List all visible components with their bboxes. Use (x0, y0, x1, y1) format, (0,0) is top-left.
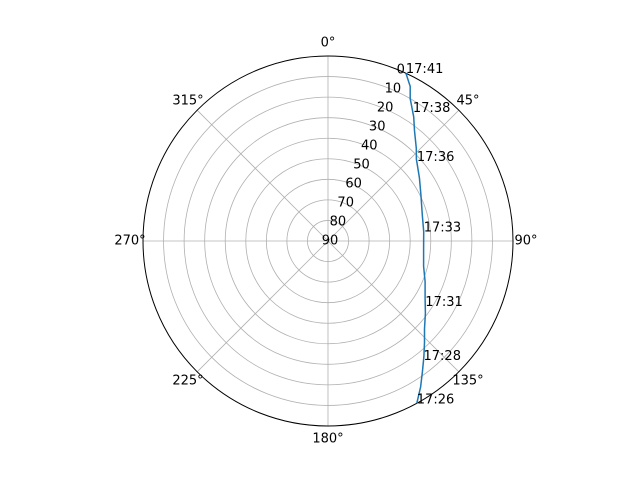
r-tick-labels: 0 10 20 30 40 50 60 70 80 90 (322, 63, 405, 249)
theta-tick-labels: 0° 45° 90° 135° 180° 225° 270° 315° (114, 36, 537, 447)
r-tick-label: 60 (345, 177, 362, 192)
polar-frame (142, 55, 514, 427)
grid-spoke (196, 109, 329, 242)
grid-spoke (196, 240, 329, 373)
r-tick-label: 40 (361, 139, 378, 154)
theta-tick-label: 45° (456, 94, 479, 109)
theta-tick-label: 90° (514, 234, 537, 249)
theta-tick-label: 315° (172, 94, 203, 109)
r-tick-label: 70 (337, 196, 354, 211)
series-line (405, 72, 427, 404)
angular-grid (143, 56, 513, 426)
grid-spoke (327, 109, 460, 242)
r-tick-label: 90 (322, 234, 339, 249)
r-tick-label: 20 (377, 101, 394, 116)
series-layer (405, 72, 427, 404)
time-annotations: 17:26 17:28 17:31 17:33 17:36 17:38 17:41 (406, 62, 463, 407)
theta-tick-label: 180° (312, 432, 343, 447)
r-tick-label: 0 (397, 63, 405, 78)
time-annotation: 17:28 (424, 349, 461, 364)
grid-spoke (327, 240, 460, 373)
r-tick-label: 10 (385, 82, 402, 97)
time-annotation: 17:41 (406, 62, 443, 77)
theta-tick-label: 0° (321, 36, 336, 51)
r-tick-label: 30 (369, 120, 386, 135)
theta-tick-label: 225° (172, 374, 203, 389)
time-annotation: 17:38 (413, 101, 450, 116)
time-annotation: 17:31 (425, 295, 462, 310)
r-tick-label: 50 (353, 158, 370, 173)
r-tick-label: 80 (330, 215, 347, 230)
time-annotation: 17:36 (417, 150, 454, 165)
time-annotation: 17:33 (424, 221, 461, 236)
theta-tick-label: 135° (452, 374, 483, 389)
time-annotation: 17:26 (417, 392, 454, 407)
theta-tick-label: 270° (114, 234, 145, 249)
